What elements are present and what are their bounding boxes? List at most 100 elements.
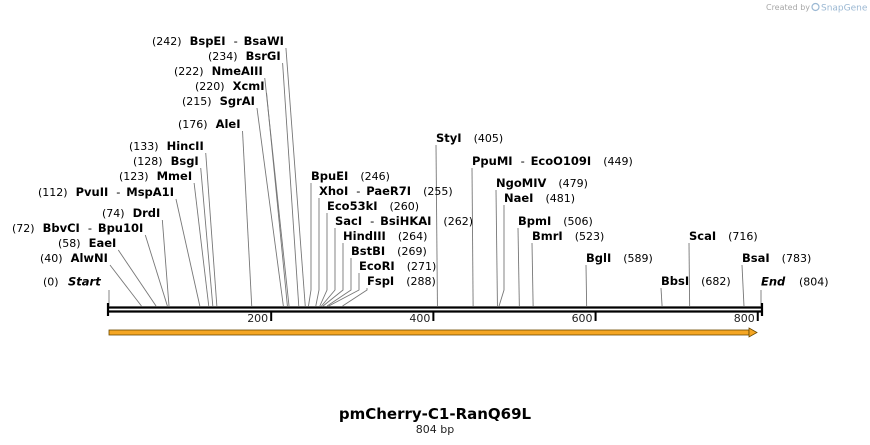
site-bmri[interactable]: BmrI (523) xyxy=(532,229,604,243)
enzyme-name[interactable]: BsgI xyxy=(171,154,199,168)
site-position: (58) xyxy=(58,237,81,250)
site-ngomiv[interactable]: NgoMIV (479) xyxy=(496,176,588,190)
site-position: (288) xyxy=(406,275,436,288)
site-position: (271) xyxy=(407,260,437,273)
enzyme-name[interactable]: MspA1I xyxy=(126,185,174,199)
enzyme-name[interactable]: XhoI xyxy=(319,184,348,198)
site-mmei[interactable]: (123) MmeI xyxy=(119,169,192,183)
site-position: (449) xyxy=(603,155,633,168)
site-position: (405) xyxy=(474,132,504,145)
enzyme-name[interactable]: BspEI xyxy=(190,34,226,48)
site-naei[interactable]: NaeI (481) xyxy=(504,191,575,205)
enzyme-name[interactable]: EaeI xyxy=(89,236,117,250)
site-nmeaiii[interactable]: (222) NmeAIII xyxy=(174,64,263,78)
ruler-tick-label: 600 xyxy=(572,312,593,325)
enzyme-name[interactable]: BsaI xyxy=(742,251,770,265)
feature-arrow-head[interactable] xyxy=(748,327,758,338)
enzyme-name[interactable]: SgrAI xyxy=(220,94,255,108)
enzyme-name[interactable]: XcmI xyxy=(233,79,265,93)
site-eaei[interactable]: (58) EaeI xyxy=(58,236,116,250)
site-alwni[interactable]: (40) AlwNI xyxy=(40,251,108,265)
site-drdi[interactable]: (74) DrdI xyxy=(102,206,160,220)
site-position: (481) xyxy=(545,192,575,205)
site-bsai[interactable]: BsaI (783) xyxy=(742,251,811,265)
site-position: (589) xyxy=(623,252,653,265)
site-bsrgi[interactable]: (234) BsrGI xyxy=(208,49,281,63)
site-styi[interactable]: StyI (405) xyxy=(436,131,503,145)
enzyme-name[interactable]: SacI xyxy=(335,214,362,228)
start-label: Start xyxy=(68,275,101,289)
enzyme-name[interactable]: AlwNI xyxy=(71,251,108,265)
enzyme-name[interactable]: FspI xyxy=(367,274,394,288)
site-ppumi-ecoo109i[interactable]: PpuMI - EcoO109I (449) xyxy=(472,154,633,168)
leader-line xyxy=(435,144,438,307)
enzyme-name[interactable]: BglI xyxy=(586,251,611,265)
enzyme-name[interactable]: BstBI xyxy=(351,244,385,258)
enzyme-name[interactable]: BpuEI xyxy=(311,169,348,183)
enzyme-name[interactable]: BpmI xyxy=(518,214,551,228)
enzyme-name[interactable]: NmeAIII xyxy=(212,64,263,78)
site-position: (716) xyxy=(728,230,758,243)
enzyme-name[interactable]: AleI xyxy=(216,117,241,131)
site-sgrai[interactable]: (215) SgrAI xyxy=(182,94,255,108)
site-position: (176) xyxy=(178,118,208,131)
enzyme-name[interactable]: BbsI xyxy=(661,274,689,288)
leader-line xyxy=(242,130,253,307)
site-position: (234) xyxy=(208,50,238,63)
enzyme-name[interactable]: NaeI xyxy=(504,191,533,205)
enzyme-name[interactable]: EcoO109I xyxy=(531,154,592,168)
site-xhoi-paer7i[interactable]: XhoI - PaeR7I (255) xyxy=(319,184,453,198)
enzyme-name[interactable]: ScaI xyxy=(689,229,716,243)
sequence-length: 804 bp xyxy=(416,423,454,436)
site-bstbi[interactable]: BstBI (269) xyxy=(351,244,427,258)
leader-line xyxy=(161,219,170,307)
feature-arrow-body[interactable] xyxy=(108,329,750,336)
site-bpmi[interactable]: BpmI (506) xyxy=(518,214,593,228)
enzyme-name[interactable]: Bpu10I xyxy=(98,221,143,235)
site-bgli[interactable]: BglI (589) xyxy=(586,251,653,265)
leader-line xyxy=(144,234,168,307)
enzyme-name[interactable]: DrdI xyxy=(133,206,161,220)
site-eco53ki[interactable]: Eco53kI (260) xyxy=(327,199,419,213)
enzyme-name[interactable]: StyI xyxy=(436,131,462,145)
enzyme-name[interactable]: EcoRI xyxy=(359,259,395,273)
enzyme-name[interactable]: PaeR7I xyxy=(366,184,411,198)
enzyme-name[interactable]: BsiHKAI xyxy=(380,214,431,228)
leader-line xyxy=(322,243,344,307)
enzyme-name[interactable]: PpuMI xyxy=(472,154,513,168)
enzyme-name[interactable]: PvuII xyxy=(76,185,109,199)
enzyme-name[interactable]: NgoMIV xyxy=(496,176,546,190)
site-bbvci-bpu10i[interactable]: (72) BbvCI - Bpu10I xyxy=(12,221,143,235)
end-label-group: End (804) xyxy=(761,275,829,289)
enzyme-name[interactable]: Eco53kI xyxy=(327,199,378,213)
enzyme-name[interactable]: HincII xyxy=(167,139,204,153)
enzyme-name[interactable]: BsaWI xyxy=(244,34,284,48)
site-ecori[interactable]: EcoRI (271) xyxy=(359,259,436,273)
credit-brand: SnapGene xyxy=(821,4,868,14)
feature-arrow[interactable] xyxy=(108,327,758,338)
sequence-title: pmCherry-C1-RanQ69L xyxy=(339,405,532,423)
enzyme-name[interactable]: BsrGI xyxy=(246,49,281,63)
site-bspei-bsawi[interactable]: (242) BspEI - BsaWI xyxy=(152,34,284,48)
site-position: (74) xyxy=(102,207,125,220)
site-hindiii[interactable]: HindIII (264) xyxy=(343,229,427,243)
site-bpuei[interactable]: BpuEI (246) xyxy=(311,169,390,183)
site-position: (682) xyxy=(701,275,731,288)
enzyme-name[interactable]: MmeI xyxy=(157,169,193,183)
start-label-group: (0) Start xyxy=(43,275,101,289)
name-separator: - xyxy=(521,154,525,168)
credit-prefix: Created by xyxy=(766,3,810,12)
site-fspi[interactable]: FspI (288) xyxy=(367,274,436,288)
site-hincii[interactable]: (133) HincII xyxy=(129,139,204,153)
site-saci-bsihkai[interactable]: SacI - BsiHKAI (262) xyxy=(335,214,473,228)
site-bbsi[interactable]: BbsI (682) xyxy=(661,274,731,288)
enzyme-name[interactable]: BmrI xyxy=(532,229,563,243)
enzyme-name[interactable]: HindIII xyxy=(343,229,386,243)
site-xcmi[interactable]: (220) XcmI xyxy=(195,79,265,93)
site-bsgi[interactable]: (128) BsgI xyxy=(133,154,199,168)
leader-line xyxy=(109,264,142,307)
site-alei[interactable]: (176) AleI xyxy=(178,117,241,131)
enzyme-name[interactable]: BbvCI xyxy=(43,221,80,235)
site-pvuii-mspa1i[interactable]: (112) PvuII - MspA1I xyxy=(38,185,174,199)
site-scai[interactable]: ScaI (716) xyxy=(689,229,758,243)
